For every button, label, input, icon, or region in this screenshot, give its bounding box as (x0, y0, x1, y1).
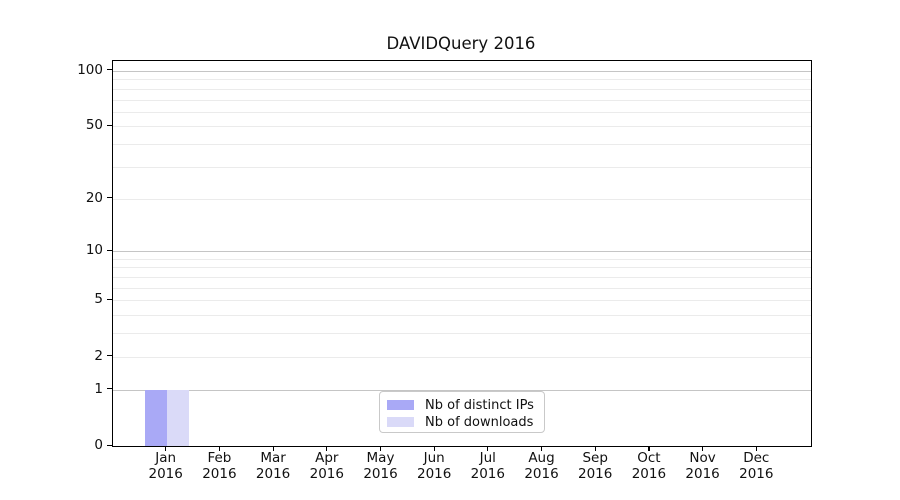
legend: Nb of distinct IPs Nb of downloads (379, 391, 545, 433)
y-tick-2 (107, 355, 112, 357)
x-tick-label-may: May 2016 (363, 450, 398, 482)
y-tick-label-1: 1 (94, 380, 103, 397)
gridline-y-5 (113, 300, 811, 302)
gridline-y-2 (113, 356, 811, 358)
x-tick-dec (755, 446, 757, 451)
gridline-y-100 (113, 70, 811, 72)
x-tick-label-mar: Mar 2016 (255, 450, 291, 482)
x-tick-label-jun: Jun 2016 (417, 450, 452, 482)
x-tick-label-feb: Feb 2016 (202, 450, 237, 482)
x-tick-jan (165, 446, 167, 451)
x-tick-label-nov: Nov 2016 (685, 450, 720, 482)
x-tick-sep (594, 446, 596, 451)
x-tick-may (380, 446, 382, 451)
chart-title: DAVIDQuery 2016 (386, 34, 536, 53)
x-tick-jul (487, 446, 489, 451)
gridline-y-6 (113, 287, 811, 289)
x-tick-oct (648, 446, 650, 451)
gridline-y-30 (113, 166, 811, 168)
y-tick-50 (107, 124, 112, 127)
y-tick-5 (107, 298, 112, 300)
x-tick-label-sep: Sep 2016 (578, 450, 613, 482)
x-tick-label-oct: Oct 2016 (631, 450, 667, 482)
x-tick-label-apr: Apr 2016 (309, 450, 344, 482)
x-tick-label-dec: Dec 2016 (739, 450, 774, 482)
x-tick-aug (541, 446, 543, 451)
gridline-y-4 (113, 315, 811, 317)
x-tick-label-jan: Jan 2016 (148, 450, 183, 482)
legend-swatch-downloads-icon (387, 417, 414, 427)
gridline-y-20 (113, 198, 811, 200)
y-tick-1 (107, 388, 112, 390)
gridline-y-10 (113, 251, 811, 253)
y-tick-label-5: 5 (94, 291, 103, 308)
gridline-y-50 (113, 126, 811, 128)
y-tick-20 (107, 197, 112, 199)
x-tick-nov (702, 446, 704, 451)
x-tick-label-aug: Aug 2016 (524, 450, 559, 482)
y-tick-0 (107, 444, 112, 446)
x-tick-feb (218, 446, 221, 451)
plot-area (112, 60, 812, 447)
y-tick-label-2: 2 (94, 347, 103, 364)
gridline-y-60 (113, 111, 811, 113)
legend-label-downloads: Nb of downloads (425, 414, 534, 430)
legend-item-distinct-ips: Nb of distinct IPs (387, 397, 536, 413)
gridline-y-70 (113, 99, 811, 101)
y-tick-label-20: 20 (85, 189, 103, 206)
gridline-y-80 (113, 88, 811, 90)
bar-nb-of-downloads-jan (166, 389, 189, 446)
bar-nb-of-distinct-ips-jan (144, 389, 167, 446)
gridline-y-3 (113, 333, 811, 335)
y-tick-label-100: 100 (77, 61, 103, 78)
y-tick-label-10: 10 (85, 242, 103, 259)
gridline-y-90 (113, 79, 811, 81)
legend-item-downloads: Nb of downloads (387, 414, 536, 430)
x-tick-mar (272, 446, 274, 451)
x-tick-jun (433, 446, 435, 451)
legend-label-distinct-ips: Nb of distinct IPs (425, 397, 534, 413)
legend-swatch-distinct-ips-icon (387, 400, 414, 410)
gridline-y-8 (113, 267, 811, 269)
gridline-y-7 (113, 277, 811, 278)
y-tick-label-0: 0 (94, 437, 103, 453)
gridline-y-40 (113, 144, 811, 146)
x-tick-label-jul: Jul 2016 (470, 450, 505, 482)
y-tick-10 (107, 249, 112, 251)
y-tick-label-50: 50 (85, 117, 103, 134)
gridline-y-1 (113, 389, 811, 391)
x-tick-apr (326, 446, 328, 451)
gridline-y-9 (113, 258, 811, 260)
y-tick-100 (107, 69, 112, 71)
